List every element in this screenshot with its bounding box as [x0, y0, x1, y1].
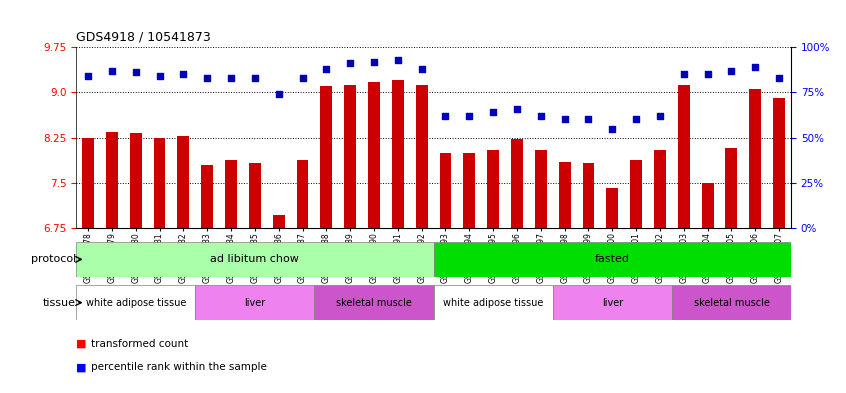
Text: transformed count: transformed count	[91, 339, 189, 349]
Point	[510, 105, 524, 112]
Text: skeletal muscle: skeletal muscle	[336, 298, 412, 308]
Point	[224, 75, 238, 81]
Bar	[607, 187, 618, 228]
Bar	[511, 140, 523, 228]
Text: white adipose tissue: white adipose tissue	[85, 298, 186, 308]
Bar	[583, 163, 595, 228]
Point	[367, 59, 381, 65]
Point	[272, 91, 285, 97]
Bar	[434, 285, 552, 320]
Bar	[558, 162, 570, 228]
Bar	[272, 215, 284, 228]
Bar	[368, 82, 380, 228]
Bar	[225, 160, 237, 228]
Text: tissue: tissue	[43, 298, 76, 308]
Bar	[464, 152, 475, 228]
Bar	[129, 133, 141, 228]
Text: ad libitum chow: ad libitum chow	[211, 254, 299, 264]
Bar	[487, 150, 499, 228]
Point	[320, 66, 333, 72]
Bar	[344, 84, 356, 228]
Point	[439, 113, 453, 119]
Point	[582, 116, 596, 123]
Point	[629, 116, 643, 123]
Point	[415, 66, 428, 72]
Bar	[249, 163, 261, 228]
Bar	[552, 285, 672, 320]
Bar	[678, 84, 689, 228]
Point	[486, 109, 500, 116]
Bar	[82, 138, 94, 228]
Point	[772, 75, 786, 81]
Bar	[726, 148, 738, 228]
Text: liver: liver	[244, 298, 266, 308]
Point	[677, 71, 690, 77]
Bar	[106, 132, 118, 228]
Text: white adipose tissue: white adipose tissue	[443, 298, 543, 308]
Bar	[434, 242, 791, 277]
Bar	[672, 285, 791, 320]
Point	[153, 73, 167, 79]
Text: ■: ■	[76, 339, 86, 349]
Bar	[76, 285, 195, 320]
Bar	[773, 98, 785, 228]
Bar	[654, 150, 666, 228]
Point	[725, 68, 739, 74]
Bar	[392, 80, 404, 228]
Point	[129, 69, 142, 75]
Point	[81, 73, 95, 79]
Text: protocol: protocol	[31, 254, 76, 264]
Point	[534, 113, 547, 119]
Bar	[297, 160, 309, 228]
Point	[296, 75, 310, 81]
Bar	[178, 136, 190, 228]
Point	[749, 64, 762, 70]
Point	[105, 68, 118, 74]
Bar	[154, 138, 166, 228]
Point	[558, 116, 571, 123]
Point	[391, 57, 404, 63]
Point	[463, 113, 476, 119]
Bar	[315, 285, 434, 320]
Bar	[440, 152, 452, 228]
Point	[653, 113, 667, 119]
Bar	[321, 86, 332, 228]
Point	[343, 60, 357, 66]
Text: liver: liver	[602, 298, 623, 308]
Bar	[195, 285, 315, 320]
Text: ■: ■	[76, 362, 86, 373]
Point	[700, 71, 714, 77]
Bar	[630, 160, 642, 228]
Bar	[701, 183, 713, 228]
Point	[177, 71, 190, 77]
Text: fasted: fasted	[595, 254, 629, 264]
Point	[606, 125, 619, 132]
Bar	[76, 242, 433, 277]
Text: percentile rank within the sample: percentile rank within the sample	[91, 362, 267, 373]
Text: skeletal muscle: skeletal muscle	[694, 298, 769, 308]
Point	[201, 75, 214, 81]
Text: GDS4918 / 10541873: GDS4918 / 10541873	[76, 30, 211, 43]
Bar	[535, 150, 547, 228]
Bar	[201, 165, 213, 228]
Point	[248, 75, 261, 81]
Bar	[415, 84, 427, 228]
Bar	[750, 89, 761, 228]
